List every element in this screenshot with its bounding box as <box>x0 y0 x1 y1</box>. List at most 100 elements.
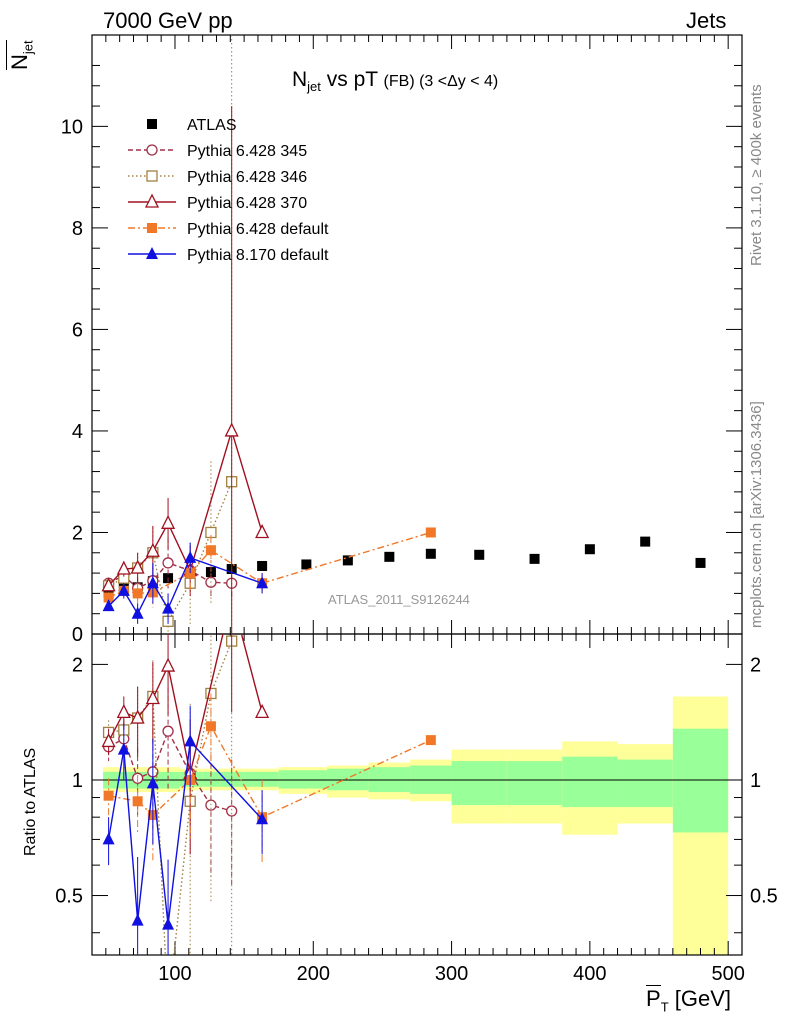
main-series-0-point <box>425 548 436 559</box>
legend-label-0: ATLAS <box>187 117 237 134</box>
band-inner <box>202 771 221 787</box>
ratio-series-4-point <box>184 734 197 747</box>
ratio-y-tick-label: 2 <box>72 654 83 676</box>
legend-label-4: Pythia 6.428 default <box>187 221 329 238</box>
main-series-0-point <box>301 559 312 570</box>
side-label-rivet: Rivet 3.1.10, ≥ 400k events <box>748 84 765 266</box>
y-axis-label-main: N <box>7 54 32 70</box>
x-tick-label: 100 <box>158 963 191 985</box>
ratio-series-4-point <box>102 832 115 845</box>
main-series-3-point <box>130 559 145 574</box>
plot-title-small: (FB) (3 <Δy < 4) <box>383 73 499 90</box>
ratio-y-tick-label-right: 2 <box>750 654 761 676</box>
legend-label-5: Pythia 8.170 default <box>187 247 329 264</box>
main-series-3-point <box>145 542 160 557</box>
ratio-y-tick-label-right: 1 <box>750 770 761 792</box>
y-axis-label-sub: jet <box>20 40 36 55</box>
ratio-series-2-point <box>145 690 160 705</box>
ratio-series-3-point <box>132 796 143 807</box>
ratio-series-4-point <box>131 913 144 926</box>
main-series-0-point <box>342 555 353 566</box>
legend-marker-3 <box>144 193 160 208</box>
legend: ATLAS Pythia 6.428 345 Pythia 6.428 346 Pyt… <box>128 117 329 264</box>
y-axis-label: Njet <box>6 40 36 70</box>
main-y-tick-label: 2 <box>72 522 83 544</box>
plot-title-main: N <box>292 68 308 91</box>
main-y-tick-label: 0 <box>72 624 83 646</box>
main-series-0-point <box>205 567 216 578</box>
x-axis-label-sub: T <box>660 999 669 1015</box>
main-y-tick-label: 6 <box>72 319 83 341</box>
plot-title-sub: jet <box>307 79 321 95</box>
ratio-series-0-point <box>226 805 238 817</box>
ratio-y-tick-label: 0.5 <box>55 886 83 908</box>
legend-marker-5 <box>146 247 158 259</box>
x-tick-label: 200 <box>297 963 330 985</box>
main-series-3-point <box>224 422 239 437</box>
x-tick-label: 300 <box>435 963 468 985</box>
main-series-4-point <box>425 527 436 538</box>
legend-label-2: Pythia 6.428 346 <box>187 169 307 186</box>
main-series-3-point <box>116 560 131 575</box>
legend-marker-1 <box>146 144 158 156</box>
band-inner <box>672 728 729 833</box>
main-series-4-point <box>103 592 114 603</box>
ratio-bands <box>103 696 729 955</box>
ratio-series-4-point <box>146 776 159 789</box>
main-y-tick-label: 4 <box>72 421 83 443</box>
main-series-0-point <box>257 560 268 571</box>
ratio-series-2-point <box>255 703 270 719</box>
x-axis-label-unit: [GeV] <box>668 986 731 1011</box>
main-series-5-point <box>256 576 269 589</box>
legend-label-3: Pythia 6.428 370 <box>187 195 307 212</box>
band-inner <box>562 756 618 808</box>
ratio-series-2-point <box>101 732 116 748</box>
main-series-5-point <box>131 606 144 619</box>
ratio-series-4-point <box>117 742 130 755</box>
ratio-series-3-point <box>103 790 114 801</box>
main-series-5-point <box>184 550 197 563</box>
main-series-0-point <box>384 551 395 562</box>
side-label-mcplots: mcplots.cern.ch [arXiv:1306.3436] <box>748 401 765 628</box>
band-inner <box>244 771 279 787</box>
legend-marker-4 <box>147 223 157 233</box>
x-tick-label: 500 <box>711 963 744 985</box>
band-inner <box>617 759 673 808</box>
main-series-0-point <box>474 549 485 560</box>
ratio-series-1-point <box>163 1006 173 1016</box>
main-y-tick-label: 8 <box>72 218 83 240</box>
ratio-series-2-line <box>107 634 263 774</box>
x-tick-label: 400 <box>573 963 606 985</box>
ratio-series-group <box>101 634 436 1016</box>
ratio-series-0-point <box>162 725 174 737</box>
main-series-5-point <box>162 601 175 614</box>
main-series-0-point <box>695 557 706 568</box>
band-inner <box>506 761 563 806</box>
main-series-5-point <box>117 583 130 596</box>
main-series-1-point <box>162 557 174 569</box>
ratio-frame <box>91 633 743 956</box>
main-series-0-point <box>584 544 595 555</box>
ratio-series-0-line <box>108 729 232 812</box>
legend-marker-2 <box>146 170 158 182</box>
main-series-group <box>101 35 706 634</box>
ratio-series-4-point <box>162 917 175 930</box>
ratio-y-tick-label: 1 <box>72 770 83 792</box>
ratio-series-3-point <box>205 721 216 732</box>
header-energy: 7000 GeV pp <box>103 8 233 33</box>
ratio-series-2-point <box>161 657 176 672</box>
main-series-0-point <box>640 536 651 547</box>
ratio-y-tick-label-right: 0.5 <box>750 886 778 908</box>
main-series-4-point <box>132 588 143 599</box>
analysis-watermark: ATLAS_2011_S9126244 <box>328 592 470 607</box>
band-inner <box>220 771 245 787</box>
legend-label-1: Pythia 6.428 345 <box>187 143 307 160</box>
main-series-3-point <box>101 577 116 592</box>
band-inner <box>278 770 328 789</box>
header-process: Jets <box>686 8 727 33</box>
x-axis-label: PT [GeV] <box>646 985 731 1015</box>
x-axis-label-main: P <box>646 985 661 1011</box>
plot-title: Njet vs pT (FB) (3 <Δy < 4) <box>292 68 498 94</box>
ratio-series-2-point <box>116 703 131 719</box>
